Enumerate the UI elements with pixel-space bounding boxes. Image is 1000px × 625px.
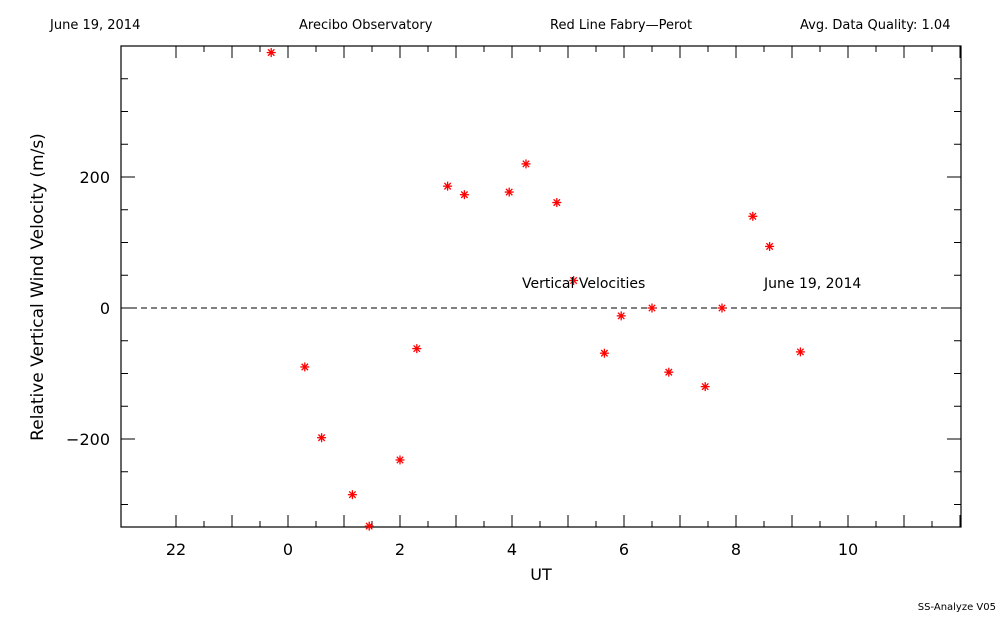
data-point [266,48,276,58]
x-tick-label: 6 [619,540,629,559]
data-point [459,190,469,200]
x-tick-label: 0 [283,540,293,559]
data-point [795,347,805,357]
x-tick-label: 8 [731,540,741,559]
data-point [569,275,579,285]
plot-frame [120,45,962,528]
data-point [599,348,609,358]
x-tick-label: 2 [395,540,405,559]
tick-labels: 22 0 2 4 6 8 10 −200 0 200 [66,168,858,559]
data-points [266,48,805,531]
data-point [717,303,727,313]
data-point [443,181,453,191]
x-tick-label: 10 [838,540,858,559]
data-point [395,455,405,465]
data-point [700,382,710,392]
footer-version: SS-Analyze V05 [917,602,996,613]
data-point [300,362,310,372]
data-point [521,159,531,169]
annotation-date: June 19, 2014 [763,276,861,292]
data-point [765,241,775,251]
chart-ticks [121,46,961,527]
annotation-vertical-velocities: Vertical Velocities [522,276,645,292]
header-observatory: Arecibo Observatory [299,18,433,33]
x-axis-label: UT [530,565,552,584]
y-axis-label: Relative Vertical Wind Velocity (m/s) [28,133,48,441]
data-point [504,187,514,197]
data-point [552,198,562,208]
data-point [647,303,657,313]
data-point [347,490,357,500]
data-point [664,367,674,377]
data-point [616,311,626,321]
data-point [748,211,758,221]
data-point [317,433,327,443]
header-instrument: Red Line Fabry—Perot [550,18,693,33]
y-tick-label: 0 [100,299,110,318]
x-tick-label: 22 [166,540,186,559]
data-point [412,344,422,354]
y-tick-label: −200 [66,430,110,449]
data-point [364,521,374,531]
header-date: June 19, 2014 [50,18,141,33]
y-tick-label: 200 [79,168,110,187]
header-data-quality: Avg. Data Quality: 1.04 [800,18,951,33]
x-tick-label: 4 [507,540,517,559]
